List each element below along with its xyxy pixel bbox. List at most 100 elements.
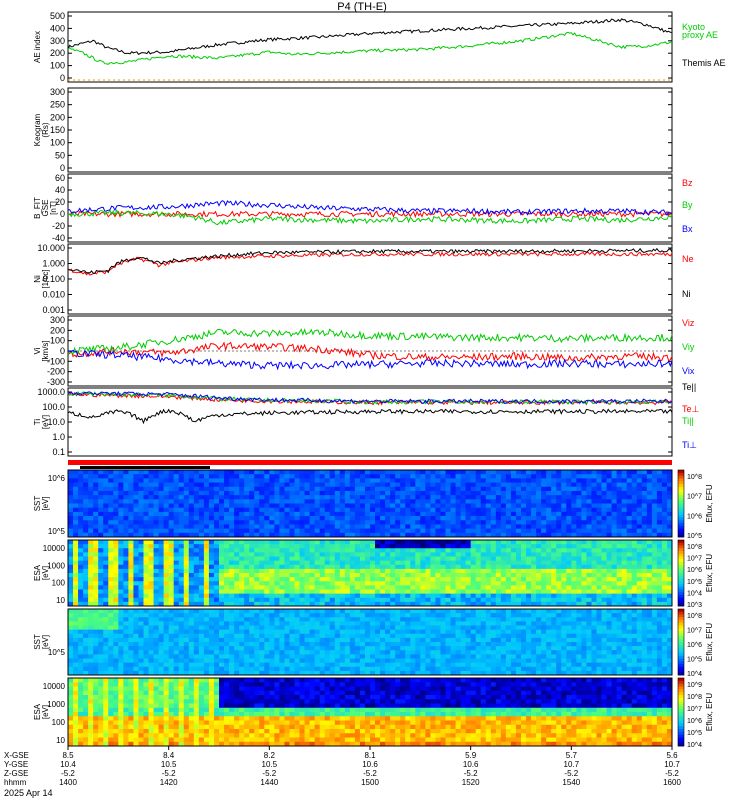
spectrogram-cell <box>249 544 255 549</box>
spectrogram-cell <box>113 528 119 534</box>
spectrogram-cell <box>581 478 587 483</box>
spectrogram-cell <box>666 589 673 595</box>
spectrogram-cell <box>299 490 305 496</box>
spectrogram-cell <box>460 585 467 590</box>
spectrogram-cell <box>304 617 310 622</box>
spectrogram-cell <box>208 548 215 553</box>
spectrogram-cell <box>208 597 215 603</box>
spectrogram-cell <box>244 617 250 622</box>
spectrogram-cell <box>224 495 230 500</box>
spectrogram-cell <box>108 548 114 553</box>
spectrogram-cell <box>455 478 461 483</box>
spectrogram-cell <box>123 601 129 607</box>
spectrogram-cell <box>616 597 623 603</box>
spectrogram-cell <box>505 593 512 599</box>
spectrogram-cell <box>405 568 411 574</box>
spectrogram-cell <box>118 621 124 626</box>
spectrogram-cell <box>561 540 567 545</box>
spectrogram-cell <box>591 552 597 557</box>
spectrogram-cell <box>88 552 94 557</box>
spectrogram-cell <box>234 474 240 479</box>
spectrogram-cell <box>83 573 89 578</box>
spectrogram-cell <box>168 507 175 513</box>
y-axis-label: ESA <box>33 564 42 581</box>
spectrogram-cell <box>440 568 446 574</box>
spectrogram-cell <box>173 601 180 607</box>
spectrogram-cell <box>641 511 648 517</box>
spectrogram-cell <box>213 589 220 595</box>
spectrogram-cell <box>546 470 552 475</box>
spectrogram-cell <box>299 486 305 492</box>
spectrogram-cell <box>183 642 190 647</box>
spectrogram-cell <box>576 474 582 479</box>
colorbar-tick-label: 10^3 <box>687 602 702 609</box>
spectrogram-cell <box>73 552 79 557</box>
spectrogram-cell <box>380 581 386 586</box>
spectrogram-cell <box>143 654 149 659</box>
spectrogram-cell <box>370 524 376 530</box>
spectrogram-cell <box>390 548 396 553</box>
spectrogram-cell <box>364 552 371 557</box>
colorbar-label: Eflux, EFU <box>705 484 714 522</box>
spectrogram-cell <box>425 495 431 500</box>
spectrogram-cell <box>173 544 180 549</box>
spectrogram-cell <box>641 482 648 488</box>
spectrogram-cell <box>410 540 416 545</box>
spectrogram-cell <box>118 548 124 553</box>
spectrogram-cell <box>475 548 482 553</box>
spectrogram-cell <box>168 629 175 635</box>
spectrogram-cell <box>526 601 532 607</box>
spectrogram-cell <box>163 625 170 631</box>
spectrogram-cell <box>264 642 270 647</box>
spectrogram-cell <box>148 633 154 639</box>
spectrogram-cell <box>193 548 200 553</box>
spectrogram-cell <box>259 629 265 635</box>
spectrogram-cell <box>656 544 663 549</box>
colorbar-cell <box>678 564 684 568</box>
spectrogram-cell <box>108 633 114 639</box>
spectrogram-cell <box>314 577 321 582</box>
spectrogram-cell <box>420 507 426 513</box>
spectrogram-cell <box>123 637 129 643</box>
y-axis-label: [eV] <box>41 566 50 580</box>
spectrogram-cell <box>229 573 235 578</box>
spectrogram-cell <box>349 548 356 553</box>
spectrogram-cell <box>193 564 200 570</box>
spectrogram-cell <box>88 593 94 599</box>
spectrogram-cell <box>128 552 134 557</box>
spectrogram-cell <box>68 507 74 513</box>
spectrogram-cell <box>68 532 74 538</box>
spectrogram-cell <box>234 585 240 590</box>
spectrogram-cell <box>651 568 658 574</box>
spectrogram-cell <box>541 532 547 538</box>
spectrogram-cell <box>400 540 406 545</box>
spectrogram-cell <box>370 552 376 557</box>
spectrogram-cell <box>133 589 139 595</box>
spectrogram-cell <box>108 581 114 586</box>
spectrogram-cell <box>334 499 341 504</box>
spectrogram-cell <box>616 552 623 557</box>
spectrogram-cell <box>198 516 205 521</box>
spectrogram-cell <box>254 589 260 595</box>
spectrogram-cell <box>264 564 270 570</box>
spectrogram-cell <box>183 503 190 509</box>
spectrogram-cell <box>349 499 356 504</box>
spectrogram-cell <box>198 666 205 672</box>
spectrogram-cell <box>641 495 648 500</box>
spectrogram-cell <box>505 556 512 562</box>
spectrogram-cell <box>646 482 653 488</box>
spectrogram-cell <box>324 482 331 488</box>
spectrogram-cell <box>505 540 512 545</box>
spectrogram-cell <box>294 613 300 618</box>
spectrogram-cell <box>556 478 562 483</box>
spectrogram-cell <box>339 629 346 635</box>
spectrogram-cell <box>73 577 79 582</box>
spectrogram-cell <box>224 532 230 538</box>
spectrogram-cell <box>83 470 89 475</box>
spectrogram-cell <box>133 617 139 622</box>
spectrogram-cell <box>264 548 270 553</box>
spectrogram-cell <box>203 613 210 618</box>
spectrogram-cell <box>93 670 99 676</box>
spectrogram-cell <box>83 486 89 492</box>
